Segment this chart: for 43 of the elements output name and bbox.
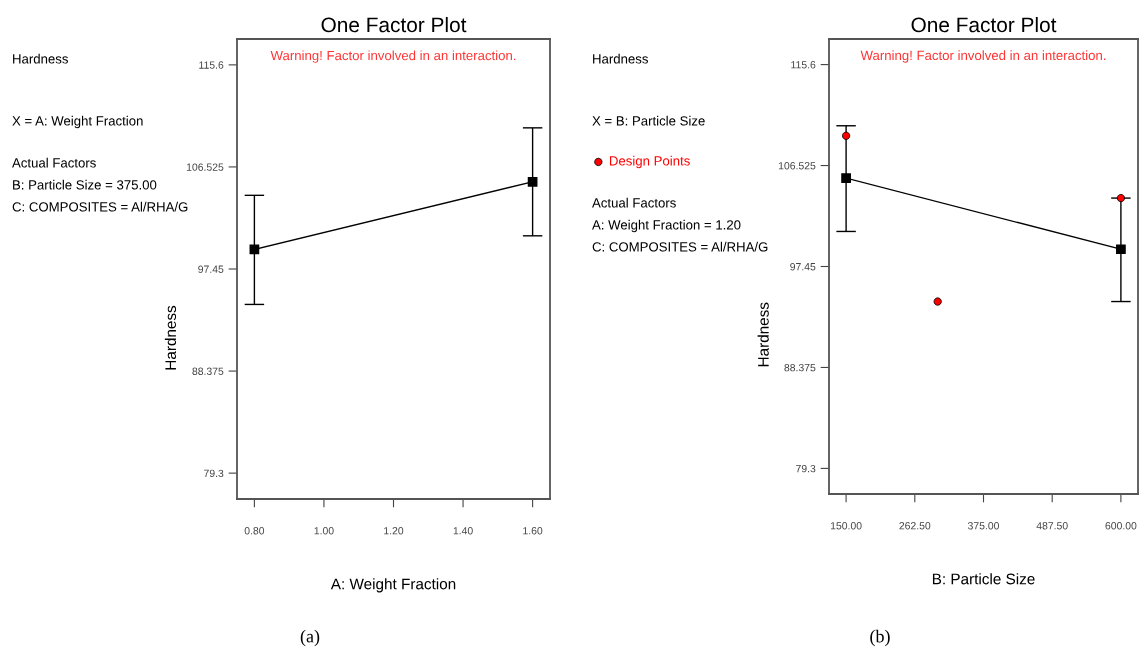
annotation: Warning! Factor involved in an interaction. bbox=[860, 50, 1106, 63]
x-axis-title: A: Weight Fraction bbox=[330, 578, 456, 593]
text: Actual Factors bbox=[12, 157, 96, 168]
x-tick-label: 1.00 bbox=[314, 527, 334, 535]
text: Actual Factors bbox=[592, 197, 676, 208]
y-tick-label: 106.525 bbox=[186, 163, 224, 171]
x-tick-label: 1.20 bbox=[384, 527, 404, 535]
text: Hardness bbox=[13, 53, 68, 64]
y-tick-label: 97.45 bbox=[790, 263, 816, 271]
text: C: COMPOSITES = Al/RHA/G bbox=[12, 201, 188, 212]
x-tick-label: 600.00 bbox=[1105, 522, 1137, 530]
y-tick-label: 79.3 bbox=[796, 464, 816, 473]
y-axis-title: Hardness bbox=[757, 302, 769, 367]
text: X = A: Weight Fraction bbox=[12, 115, 143, 129]
y-axis-title: Hardness bbox=[164, 305, 177, 370]
x-tick-label: 1.60 bbox=[523, 527, 543, 535]
text: (a) bbox=[300, 629, 320, 647]
annotation: Warning! Factor involved in an interaction. bbox=[270, 50, 516, 63]
text: X = B: Particle Size bbox=[592, 115, 705, 126]
chart-title: One Factor Plot bbox=[911, 16, 1057, 33]
x-tick-label: 1.40 bbox=[453, 527, 473, 535]
y-tick-label: 88.375 bbox=[784, 363, 816, 372]
x-tick-label: 375.00 bbox=[967, 522, 1000, 530]
legend-label: Design Points bbox=[609, 155, 690, 169]
y-tick-label: 88.375 bbox=[192, 367, 224, 375]
x-tick-label: 262.50 bbox=[899, 522, 931, 530]
text: (b) bbox=[870, 629, 890, 647]
y-tick-label: 115.6 bbox=[199, 61, 224, 69]
x-tick-label: 150.00 bbox=[830, 522, 862, 530]
y-tick-label: 97.45 bbox=[198, 265, 224, 273]
chart-title: One Factor Plot bbox=[321, 16, 467, 33]
y-tick-label: 79.3 bbox=[204, 469, 224, 478]
text: C: COMPOSITES = Al/RHA/G bbox=[592, 241, 768, 252]
text: A: Weight Fraction = 1.20 bbox=[592, 219, 741, 233]
x-tick-label: 0.80 bbox=[244, 527, 265, 535]
text: B: Particle Size = 375.00 bbox=[13, 179, 157, 190]
y-tick-label: 106.525 bbox=[778, 162, 816, 170]
point bbox=[841, 173, 851, 183]
point bbox=[1116, 244, 1126, 255]
y-tick-label: 115.6 bbox=[791, 61, 816, 69]
x-tick-label: 487.50 bbox=[1036, 522, 1068, 530]
x-axis-title: B: Particle Size bbox=[932, 573, 1035, 585]
text: Hardness bbox=[593, 53, 648, 64]
